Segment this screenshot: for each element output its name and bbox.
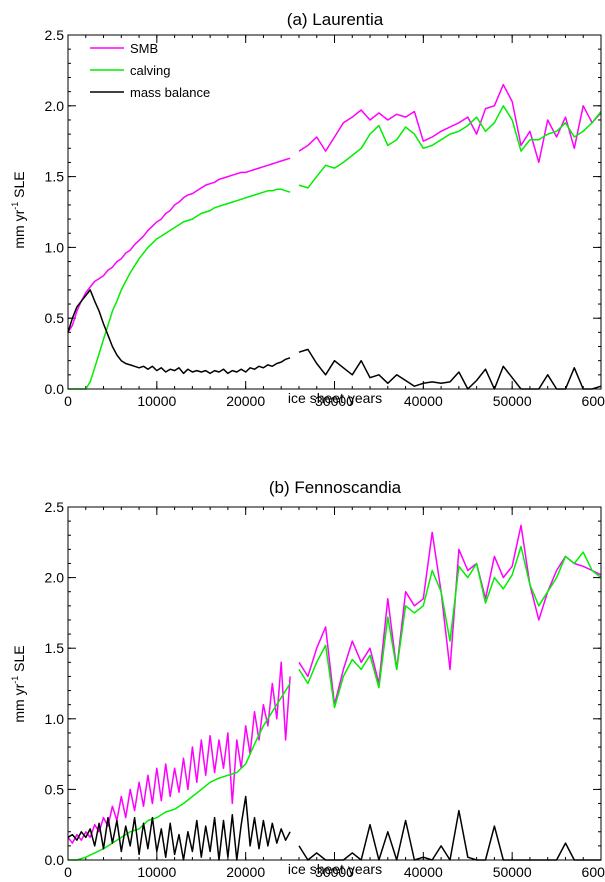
series-line-mass-balance bbox=[67, 795, 291, 861]
y-tick-label: 1.0 bbox=[45, 239, 65, 255]
series-line-calving bbox=[68, 188, 291, 390]
y-tick-label: 1.5 bbox=[45, 169, 65, 185]
y-tick-label: 1.0 bbox=[45, 711, 65, 727]
y-tick-label: 2.0 bbox=[45, 98, 65, 114]
legend: SMB calving mass balance bbox=[90, 41, 210, 100]
x-axis-label: ice sheet years bbox=[288, 390, 382, 406]
x-axis-label: ice sheet years bbox=[288, 861, 382, 877]
plot-frame bbox=[67, 34, 602, 390]
panel-laurentia: (a) Laurentia ice sheet years mm yr-1 SL… bbox=[10, 10, 605, 409]
x-tick-label: 20000 bbox=[226, 393, 265, 409]
series-line-mass-balance bbox=[298, 348, 602, 390]
y-tick-label: 0.0 bbox=[45, 852, 65, 868]
x-tick-label: 60000 bbox=[582, 864, 605, 880]
chart-title: (a) Laurentia bbox=[287, 10, 384, 29]
y-axis-label-main: mm yr bbox=[11, 209, 27, 248]
series-line-smb bbox=[298, 524, 602, 706]
series-line-calving bbox=[298, 105, 602, 189]
legend-label-mass-balance: mass balance bbox=[130, 85, 210, 100]
x-tick-label: 40000 bbox=[404, 864, 443, 880]
series-line-mass-balance bbox=[67, 289, 291, 375]
x-tick-label: 0 bbox=[64, 864, 72, 880]
plot-frame bbox=[67, 506, 602, 861]
x-tick-label: 20000 bbox=[226, 864, 265, 880]
series-line-smb bbox=[67, 661, 291, 844]
x-tick-label: 10000 bbox=[137, 393, 176, 409]
series-line-smb bbox=[298, 83, 602, 164]
x-tick-label: 0 bbox=[64, 393, 72, 409]
panel-fennoscandia: (b) Fennoscandia ice sheet years mm yr-1… bbox=[10, 478, 605, 880]
x-tick-label: 60000 bbox=[582, 393, 605, 409]
x-tick-label: 30000 bbox=[315, 393, 354, 409]
y-axis-label-tail: SLE bbox=[11, 171, 27, 201]
x-tick-label: 10000 bbox=[137, 864, 176, 880]
series-line-smb bbox=[67, 157, 291, 333]
y-tick-label: 0.5 bbox=[45, 310, 65, 326]
y-tick-label: 0.5 bbox=[45, 781, 65, 797]
x-tick-label: 50000 bbox=[493, 864, 532, 880]
y-tick-label: 2.5 bbox=[45, 27, 65, 43]
chart-title: (b) Fennoscandia bbox=[269, 478, 402, 497]
x-tick-label: 50000 bbox=[493, 393, 532, 409]
y-axis-label-sup: -1 bbox=[10, 676, 20, 684]
x-tick-label: 40000 bbox=[404, 393, 443, 409]
y-axis-label: mm yr-1 SLE bbox=[10, 171, 27, 248]
series-line-calving bbox=[68, 683, 291, 861]
y-tick-label: 2.5 bbox=[45, 499, 65, 515]
x-tick-label: 30000 bbox=[315, 864, 354, 880]
series-line-calving bbox=[298, 545, 602, 709]
y-axis-label-main: mm yr bbox=[11, 683, 27, 722]
y-tick-label: 1.5 bbox=[45, 640, 65, 656]
legend-label-calving: calving bbox=[130, 63, 170, 78]
y-axis-label: mm yr-1 SLE bbox=[10, 645, 27, 722]
y-tick-label: 2.0 bbox=[45, 570, 65, 586]
y-axis-label-tail: SLE bbox=[11, 645, 27, 675]
y-axis-label-sup: -1 bbox=[10, 202, 20, 210]
legend-label-smb: SMB bbox=[130, 41, 158, 56]
y-tick-label: 0.0 bbox=[45, 381, 65, 397]
